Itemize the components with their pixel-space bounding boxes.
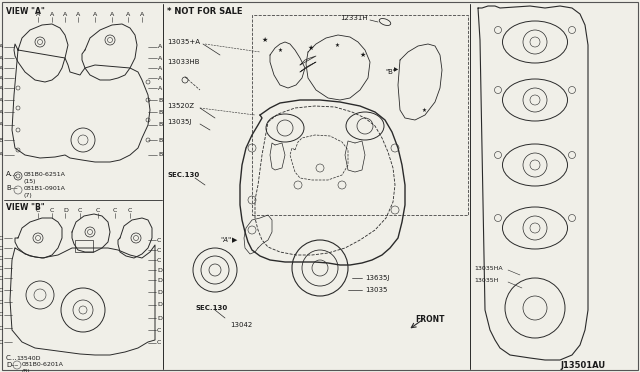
Text: 13033HB: 13033HB — [167, 59, 200, 65]
Text: C: C — [0, 246, 3, 250]
Text: C: C — [128, 208, 132, 214]
Text: A: A — [0, 55, 3, 61]
Text: A: A — [93, 13, 97, 17]
Text: 13520Z: 13520Z — [167, 103, 194, 109]
Text: A: A — [0, 65, 3, 71]
Text: SEC.130: SEC.130 — [195, 305, 227, 311]
Text: A: A — [50, 13, 54, 17]
Text: C: C — [157, 237, 161, 243]
Text: C: C — [0, 256, 3, 260]
Text: ★: ★ — [262, 37, 268, 43]
Text: C: C — [0, 276, 3, 280]
Text: A: A — [0, 45, 3, 49]
Text: D: D — [157, 302, 162, 308]
Text: ★: ★ — [360, 52, 366, 58]
Text: C: C — [157, 247, 161, 253]
Text: A: A — [158, 65, 163, 71]
Text: SEC.130: SEC.130 — [167, 172, 199, 178]
Text: "A": "A" — [220, 237, 231, 243]
Text: ★: ★ — [335, 42, 340, 48]
Text: A…: A… — [6, 171, 18, 177]
Text: A: A — [36, 13, 40, 17]
Text: B: B — [158, 97, 163, 103]
Text: A: A — [0, 122, 3, 128]
Text: ▶: ▶ — [232, 237, 237, 243]
Text: B––: B–– — [6, 185, 18, 191]
Text: (8): (8) — [22, 369, 31, 372]
Text: C: C — [157, 257, 161, 263]
Text: B: B — [158, 122, 163, 128]
Text: C: C — [157, 340, 161, 346]
Text: A: A — [158, 76, 163, 80]
Text: B: B — [158, 109, 163, 115]
Text: A: A — [140, 13, 144, 17]
Text: A: A — [76, 13, 80, 17]
Text: 12331H: 12331H — [340, 15, 367, 21]
Text: D: D — [157, 278, 162, 282]
Text: C: C — [36, 208, 40, 214]
Text: VIEW "A": VIEW "A" — [6, 6, 45, 16]
Text: * NOT FOR SALE: * NOT FOR SALE — [167, 6, 243, 16]
Text: A: A — [110, 13, 115, 17]
Text: A: A — [158, 45, 163, 49]
Text: VIEW "B": VIEW "B" — [6, 202, 45, 212]
Text: A: A — [0, 86, 3, 90]
Text: ★: ★ — [278, 48, 283, 52]
Text: C: C — [113, 208, 117, 214]
Text: 13635J: 13635J — [365, 275, 389, 281]
Text: C: C — [0, 326, 3, 330]
Text: 13035: 13035 — [365, 287, 387, 293]
Text: C: C — [96, 208, 100, 214]
Text: C: C — [78, 208, 83, 214]
Text: J13501AU: J13501AU — [560, 360, 605, 369]
Text: D: D — [63, 208, 68, 214]
Bar — [252, 15, 468, 215]
Text: B: B — [158, 138, 163, 142]
Text: C…: C… — [6, 355, 18, 361]
Text: D: D — [157, 289, 162, 295]
Text: C: C — [157, 327, 161, 333]
Text: 13035H: 13035H — [474, 278, 499, 282]
Text: 13035+A: 13035+A — [167, 39, 200, 45]
Text: D: D — [157, 315, 162, 321]
Text: A: A — [0, 153, 3, 157]
Text: A: A — [0, 109, 3, 115]
Text: C: C — [0, 312, 3, 317]
Text: D––: D–– — [6, 362, 19, 368]
Text: B: B — [158, 153, 163, 157]
Text: 081B1-0901A: 081B1-0901A — [24, 186, 66, 190]
Text: 081B0-6201A: 081B0-6201A — [22, 362, 64, 368]
Bar — [75, 240, 93, 252]
Text: 13035HA: 13035HA — [474, 266, 502, 270]
Text: A: A — [0, 97, 3, 103]
Text: A: A — [0, 76, 3, 80]
Text: A: A — [63, 13, 67, 17]
Text: (7): (7) — [24, 192, 33, 198]
Text: B: B — [0, 138, 3, 142]
Text: 081B0-6251A: 081B0-6251A — [24, 171, 66, 176]
Text: C: C — [0, 288, 3, 292]
Text: A: A — [126, 13, 131, 17]
Text: "B": "B" — [385, 69, 396, 75]
Text: C: C — [0, 340, 3, 344]
Text: C: C — [0, 235, 3, 241]
Text: 13035J: 13035J — [167, 119, 191, 125]
Text: C: C — [0, 299, 3, 305]
Text: 13540D: 13540D — [16, 356, 40, 360]
Text: C: C — [0, 266, 3, 270]
Text: 13042: 13042 — [230, 322, 252, 328]
Text: ▶: ▶ — [394, 67, 398, 73]
Text: ★: ★ — [422, 108, 427, 112]
Text: A: A — [158, 86, 163, 90]
Text: ★: ★ — [308, 45, 314, 51]
Text: C: C — [50, 208, 54, 214]
Text: FRONT: FRONT — [415, 315, 445, 324]
Text: A: A — [158, 55, 163, 61]
Text: D: D — [157, 267, 162, 273]
Text: (15): (15) — [24, 179, 36, 183]
